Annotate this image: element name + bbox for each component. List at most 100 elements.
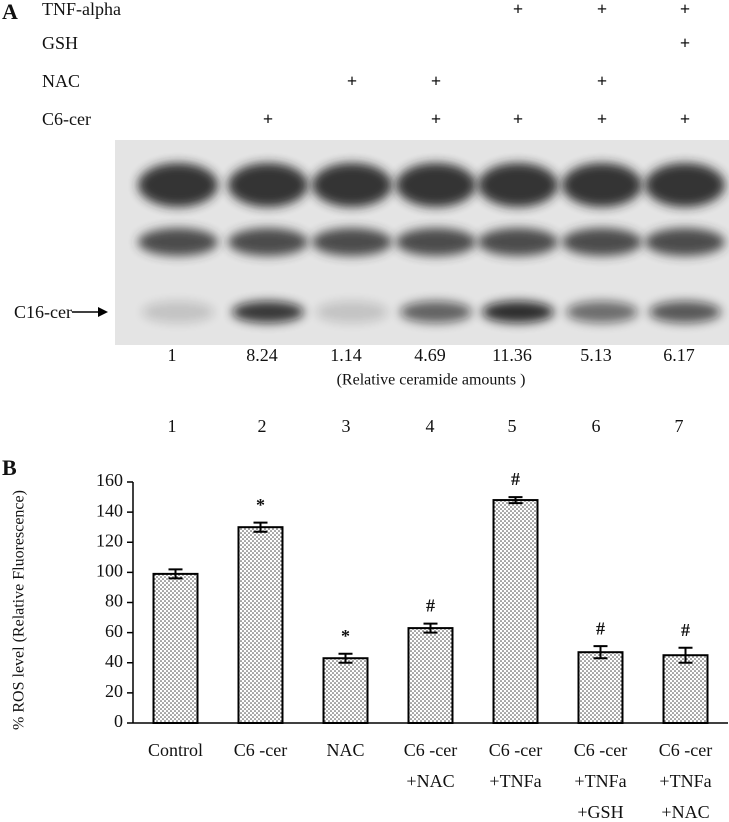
blot-band	[396, 228, 476, 256]
panel-letter: B	[2, 455, 17, 480]
treatment-mark: +	[513, 109, 523, 129]
y-tick-label: 100	[96, 561, 123, 581]
bar	[152, 572, 199, 724]
blot-band	[645, 228, 725, 256]
blot-band	[478, 228, 558, 256]
blot-band	[562, 228, 642, 256]
band-label: C16-cer	[14, 302, 72, 322]
significance-mark: #	[511, 469, 520, 489]
y-tick-label: 60	[105, 621, 123, 641]
relative-amount: 1	[168, 345, 177, 365]
x-tick-label: +NAC	[406, 771, 454, 791]
treatment-label: C6-cer	[42, 109, 91, 129]
blot-band	[312, 228, 392, 256]
significance-mark: *	[256, 495, 265, 515]
arrow-head	[98, 307, 108, 317]
x-tick-label: +TNFa	[574, 771, 626, 791]
y-tick-label: 120	[96, 530, 123, 550]
blot-band	[396, 163, 476, 207]
treatment-mark: +	[680, 0, 690, 19]
treatment-mark: +	[513, 0, 523, 19]
lane-number: 2	[258, 416, 267, 436]
treatment-mark: +	[431, 71, 441, 91]
treatment-label: NAC	[42, 71, 80, 91]
bar	[322, 657, 369, 725]
significance-mark: #	[596, 618, 605, 638]
significance-mark: #	[426, 596, 435, 616]
blot-band	[228, 228, 308, 256]
y-tick-label: 80	[105, 591, 123, 611]
treatment-mark: +	[263, 109, 273, 129]
treatment-mark: +	[597, 0, 607, 19]
x-tick-label: +NAC	[661, 802, 709, 822]
blot-band	[316, 301, 388, 323]
error-bar	[423, 622, 438, 634]
panel-letter: A	[2, 0, 18, 24]
caption: (Relative ceramide amounts )	[337, 372, 526, 389]
y-axis-label: % ROS level (Relative Fluorescence)	[11, 490, 28, 730]
y-tick-label: 160	[96, 470, 123, 490]
x-tick-label: C6 -cer	[659, 740, 712, 760]
blot-band	[138, 228, 218, 256]
bar	[237, 526, 284, 724]
treatment-mark: +	[597, 71, 607, 91]
blot-band	[566, 301, 638, 323]
treatment-label: GSH	[42, 33, 78, 53]
x-tick-label: +TNFa	[659, 771, 711, 791]
treatment-mark: +	[680, 33, 690, 53]
x-tick-label: +GSH	[577, 802, 623, 822]
treatment-mark: +	[431, 109, 441, 129]
lane-number: 6	[592, 416, 601, 436]
x-tick-label: +TNFa	[489, 771, 541, 791]
treatment-mark: +	[680, 109, 690, 129]
relative-amount: 11.36	[492, 345, 532, 365]
lane-number: 3	[342, 416, 351, 436]
y-tick-label: 40	[105, 651, 123, 671]
x-tick-label: C6 -cer	[574, 740, 627, 760]
error-bar	[168, 568, 183, 580]
bar	[577, 651, 624, 724]
x-tick-label: C6 -cer	[234, 740, 287, 760]
blot-band	[232, 301, 304, 323]
error-bar	[253, 521, 268, 533]
y-tick-label: 0	[114, 711, 123, 731]
blot-band	[142, 301, 214, 323]
blot-band	[312, 163, 392, 207]
x-tick-label: C6 -cer	[404, 740, 457, 760]
blot-band	[562, 163, 642, 207]
blot-band	[228, 163, 308, 207]
blot-band	[400, 301, 472, 323]
relative-amount: 1.14	[330, 345, 362, 365]
blot-band	[482, 301, 554, 323]
blot-image	[115, 140, 729, 345]
relative-amount: 4.69	[414, 345, 446, 365]
lane-number: 7	[675, 416, 684, 436]
error-bar	[678, 646, 693, 664]
relative-amount: 5.13	[580, 345, 612, 365]
error-bar	[593, 645, 608, 660]
y-tick-label: 140	[96, 500, 123, 520]
bar	[662, 654, 709, 724]
x-tick-label: Control	[148, 740, 203, 760]
x-tick-label: C6 -cer	[489, 740, 542, 760]
error-bar	[338, 652, 353, 664]
treatment-label: TNF-alpha	[42, 0, 121, 19]
blot-band	[138, 163, 218, 207]
significance-mark: *	[341, 626, 350, 646]
y-tick-label: 20	[105, 681, 123, 701]
significance-mark: #	[681, 620, 690, 640]
relative-amount: 8.24	[246, 345, 278, 365]
lane-number: 1	[168, 416, 177, 436]
bar	[492, 499, 539, 725]
lane-number: 5	[508, 416, 517, 436]
lane-number: 4	[426, 416, 435, 436]
blot-band	[645, 163, 725, 207]
relative-amount: 6.17	[663, 345, 695, 365]
x-tick-label: NAC	[326, 740, 364, 760]
treatment-mark: +	[597, 109, 607, 129]
error-bar	[508, 496, 523, 505]
blot-band	[649, 301, 721, 323]
blot-band	[478, 163, 558, 207]
treatment-mark: +	[347, 71, 357, 91]
